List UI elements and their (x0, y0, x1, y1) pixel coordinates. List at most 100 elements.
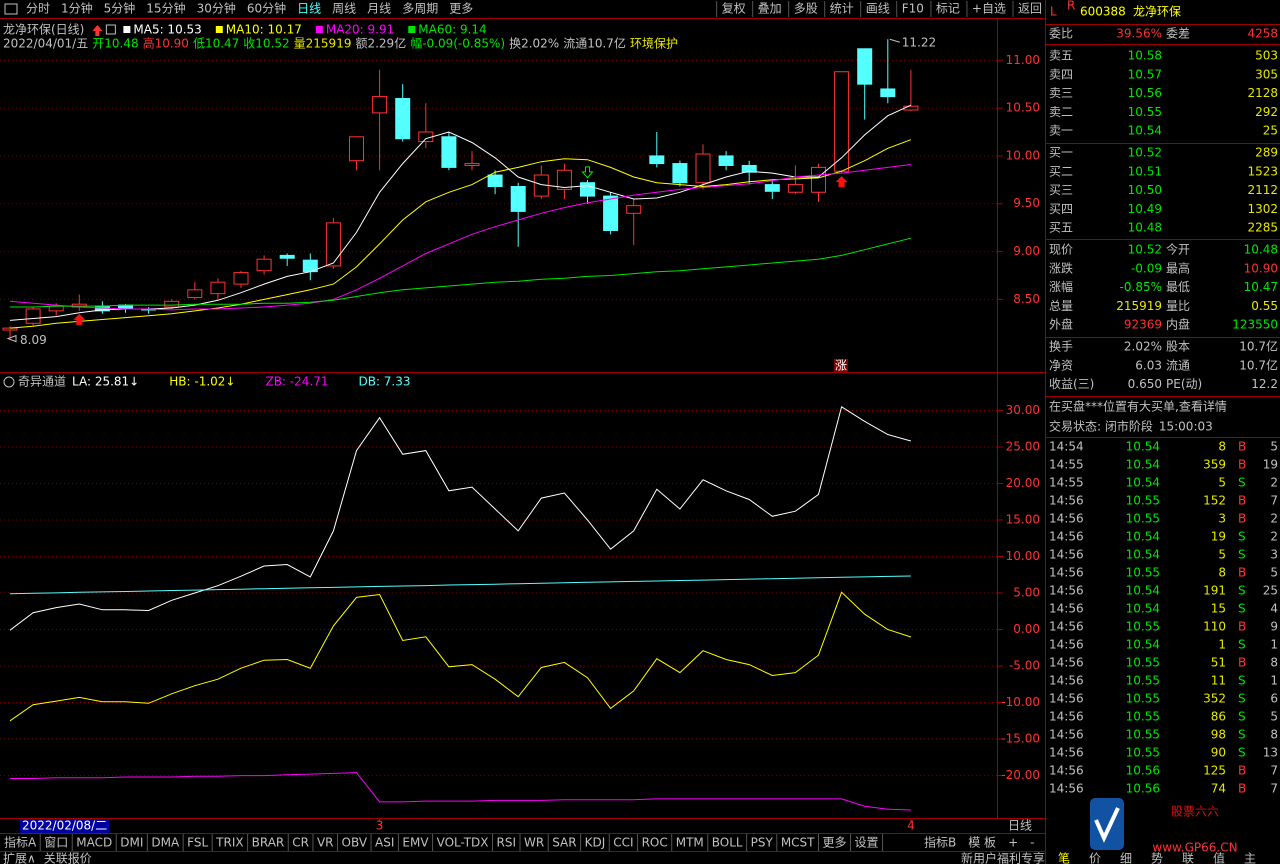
field-value: 215919 (1116, 299, 1162, 313)
chart-title: 龙净环保(日线) (3, 23, 84, 37)
toolbar-button[interactable]: 画线 (866, 2, 890, 16)
toolbar-button[interactable]: 返回 (1018, 2, 1042, 16)
period-tab[interactable]: 30分钟 (197, 1, 236, 16)
indicator-tab[interactable]: SAR (552, 836, 576, 850)
period-tab[interactable]: 60分钟 (247, 1, 286, 16)
indicator-line (9, 575, 911, 595)
toolbar-button[interactable]: 叠加 (758, 2, 782, 16)
template-tab[interactable]: + (1008, 836, 1018, 850)
field-label: 涨跌 (1049, 260, 1073, 275)
candle-body (880, 88, 896, 98)
tick-time: 14:54 (1049, 440, 1084, 454)
toolbar-button[interactable]: +自选 (972, 2, 1006, 16)
period-tab[interactable]: 15分钟 (146, 1, 185, 16)
tick-count: 19 (1263, 458, 1278, 472)
book-label: 买四 (1049, 202, 1073, 216)
indicator-tab[interactable]: ROC (642, 836, 668, 850)
period-tab[interactable]: 多周期 (402, 2, 438, 16)
field-value: 10.47 (1244, 280, 1278, 294)
field-label: 委比 (1049, 27, 1073, 41)
period-tab[interactable]: 1分钟 (61, 1, 93, 16)
period-tab[interactable]: 5分钟 (104, 1, 136, 16)
candle-body (395, 98, 411, 140)
detail-tab[interactable]: 细 (1120, 852, 1132, 864)
indicator-tab[interactable]: DMI (120, 836, 143, 850)
template-tab[interactable]: - (1030, 836, 1034, 850)
indicator-tab[interactable]: RSI (497, 836, 517, 850)
indicator-tab[interactable]: VOL-TDX (437, 836, 489, 850)
field-label: 总量 (1049, 299, 1073, 313)
footer-tab[interactable]: 关联报价 (44, 851, 92, 864)
detail-tab[interactable]: 笔 (1058, 851, 1070, 864)
tick-time: 14:56 (1049, 764, 1084, 778)
indicator-tab[interactable]: VR (317, 836, 334, 850)
field-value: 10.48 (1244, 243, 1278, 257)
indicator-tab[interactable]: MCST (781, 836, 815, 850)
period-tab[interactable]: 分时 (26, 2, 50, 16)
alert-message[interactable]: 在买盘***位置有大买单,查看详情 (1049, 399, 1227, 414)
indicator-tab[interactable]: CR (292, 836, 309, 850)
indicator-tab[interactable]: 设置 (855, 836, 879, 850)
template-tab[interactable]: 模 板 (968, 836, 996, 850)
indicator-tab[interactable]: OBV (342, 836, 368, 850)
y-tick-label: -10.00 (1001, 695, 1040, 709)
footer-tab[interactable]: 扩展∧ (3, 852, 36, 864)
tick-side: S (1238, 548, 1246, 562)
indicator-tab[interactable]: KDJ (585, 836, 606, 850)
toolbar-button[interactable]: 复权 (722, 2, 746, 16)
period-tab[interactable]: 日线 (297, 2, 321, 16)
tick-volume: 5 (1218, 548, 1226, 562)
indicator-tab[interactable]: MACD (76, 836, 112, 850)
y-tick-label: 10.50 (1006, 101, 1040, 115)
toolbar-button[interactable]: F10 (902, 2, 924, 16)
detail-tab[interactable]: 联 (1182, 852, 1194, 864)
template-tab[interactable]: 指标B (924, 835, 956, 850)
quote-info: 2022/04/01/五 (3, 37, 88, 51)
period-tab[interactable]: 更多 (449, 2, 473, 16)
indicator-tab[interactable]: BRAR (252, 836, 285, 850)
indicator-tab[interactable]: 窗口 (44, 836, 68, 850)
indicator-tab[interactable]: DMA (151, 836, 180, 850)
detail-tab[interactable]: 主 (1244, 852, 1256, 864)
tick-price: 10.54 (1126, 584, 1160, 598)
quote-info: 高10.90 (143, 36, 189, 51)
field-label: 外盘 (1049, 317, 1073, 332)
indicator-tab[interactable]: CCI (613, 836, 633, 850)
period-tab[interactable]: 月线 (367, 2, 391, 16)
promo-link[interactable]: 新用户福利专享 (961, 851, 1045, 864)
book-price: 10.58 (1128, 49, 1162, 63)
toolbar-button[interactable]: 标记 (936, 2, 960, 16)
indicator-tab[interactable]: WR (524, 836, 544, 850)
tick-count: 6 (1270, 692, 1278, 706)
detail-tab[interactable]: 势 (1151, 852, 1163, 864)
book-price: 10.52 (1128, 146, 1162, 160)
quote-info: 开10.48 (92, 37, 138, 51)
detail-tab[interactable]: 价 (1089, 852, 1101, 864)
tick-volume: 19 (1211, 530, 1226, 544)
toolbar-button[interactable]: 多股 (794, 2, 818, 16)
indicator-tab[interactable]: ASI (375, 836, 394, 850)
indicator-tab[interactable]: TRIX (215, 836, 243, 850)
field-value: 12.2 (1251, 377, 1278, 391)
indicator-tab[interactable]: PSY (751, 836, 774, 850)
indicator-tab[interactable]: FSL (187, 836, 208, 850)
box-icon (105, 24, 116, 35)
tick-volume: 90 (1211, 746, 1226, 760)
y-tick-label: 25.00 (1006, 439, 1040, 453)
indicator-tab[interactable]: EMV (402, 836, 429, 850)
indicator-tab[interactable]: 指标A (4, 835, 37, 850)
book-volume: 2112 (1247, 183, 1278, 197)
book-price: 10.50 (1128, 183, 1162, 197)
tick-side: B (1238, 458, 1246, 472)
detail-tab[interactable]: 值 (1213, 851, 1225, 864)
indicator-tab[interactable]: BOLL (712, 836, 743, 850)
book-label: 买二 (1049, 164, 1073, 178)
tick-price: 10.55 (1126, 674, 1160, 688)
indicator-tab[interactable]: MTM (676, 836, 704, 850)
up-icon (92, 25, 103, 36)
tick-count: 1 (1270, 674, 1278, 688)
period-tab[interactable]: 周线 (332, 2, 356, 16)
indicator-tab[interactable]: 更多 (823, 836, 847, 850)
toolbar-button[interactable]: 统计 (830, 2, 854, 16)
candle-body (626, 205, 642, 214)
